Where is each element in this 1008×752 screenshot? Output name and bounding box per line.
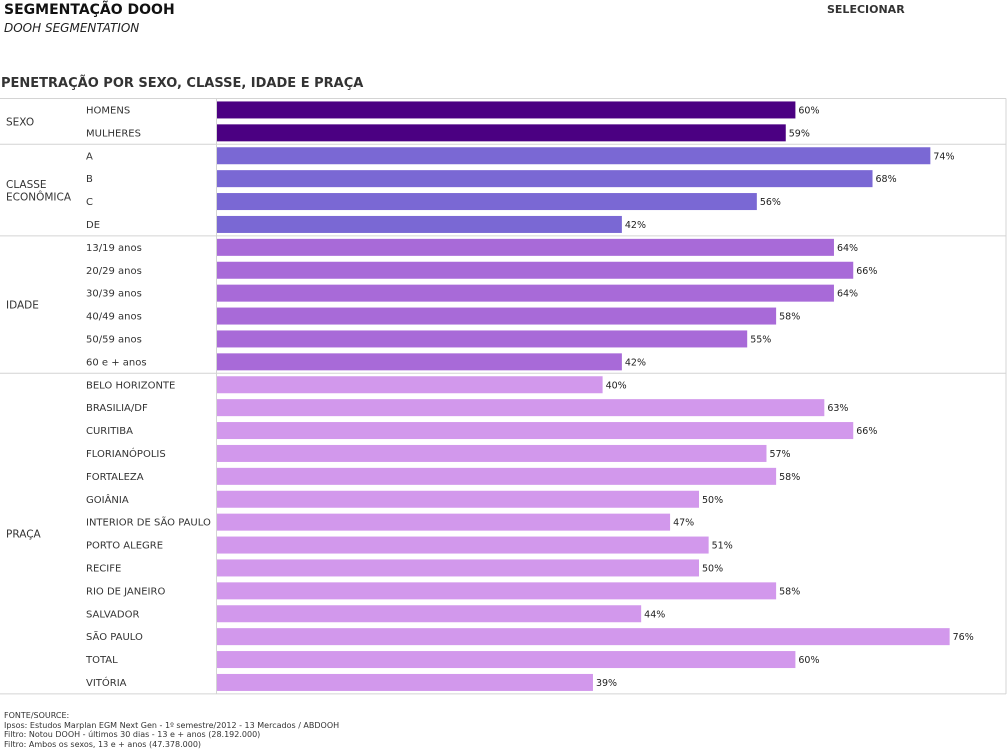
data-label: 68% [876, 174, 897, 185]
data-label: 76% [953, 632, 974, 643]
bar [217, 261, 854, 279]
data-label: 60% [798, 655, 819, 666]
category-label: PORTO ALEGRE [86, 541, 163, 552]
bar [217, 284, 834, 302]
bar [217, 444, 767, 462]
data-label: 39% [596, 678, 617, 689]
footer-line: FONTE/SOURCE: [4, 711, 70, 720]
data-label: 42% [625, 220, 646, 231]
data-label: 44% [644, 609, 665, 620]
group-label: PRAÇA [6, 529, 42, 541]
bar [217, 330, 748, 348]
group-label: IDADE [6, 300, 39, 312]
data-label: 55% [750, 334, 771, 345]
category-label: 50/59 anos [86, 334, 142, 345]
data-label: 58% [779, 312, 800, 323]
category-label: BRASILIA/DF [86, 403, 148, 414]
data-label: 74% [933, 151, 954, 162]
bar [217, 673, 593, 691]
data-label: 56% [760, 197, 781, 208]
bar [217, 513, 671, 531]
data-label: 64% [837, 243, 858, 254]
category-label: 60 e + anos [86, 357, 147, 368]
data-label: 40% [606, 380, 627, 391]
data-label: 66% [856, 426, 877, 437]
data-label: 51% [712, 541, 733, 552]
category-label: INTERIOR DE SÃO PAULO [86, 516, 211, 529]
bar [217, 605, 642, 623]
category-label: A [86, 151, 93, 162]
footer-source: FONTE/SOURCE: Ipsos: Estudos Marplan EGM… [4, 711, 339, 749]
data-label: 60% [798, 105, 819, 116]
chart-section-title: PENETRAÇÃO POR SEXO, CLASSE, IDADE E PRA… [1, 76, 364, 91]
bar [217, 651, 796, 669]
category-label: C [86, 197, 93, 208]
data-label: 42% [625, 357, 646, 368]
data-label: 50% [702, 563, 723, 574]
category-label: TOTAL [85, 655, 118, 666]
data-label: 58% [779, 586, 800, 597]
category-label: GOIÂNIA [86, 493, 129, 506]
category-label: CURITIBA [86, 426, 133, 437]
bar [217, 376, 603, 394]
category-label: 30/39 anos [86, 289, 142, 300]
bar [217, 467, 777, 485]
page-title: SEGMENTAÇÃO DOOH [4, 2, 175, 18]
group-label: ECONÔMICA [6, 190, 72, 203]
bar [217, 238, 834, 256]
bar [217, 215, 622, 233]
data-label: 59% [789, 128, 810, 139]
bar [217, 170, 873, 188]
bar [217, 536, 709, 554]
group-label: SEXO [6, 116, 34, 128]
footer-line: Filtro: Notou DOOH - últimos 30 dias - 1… [4, 730, 261, 740]
data-label: 58% [779, 472, 800, 483]
category-label: HOMENS [86, 105, 130, 116]
category-label: RIO DE JANEIRO [86, 586, 165, 597]
bar [217, 399, 825, 417]
page-subtitle: DOOH SEGMENTATION [4, 21, 140, 35]
data-label: 64% [837, 289, 858, 300]
category-label: BELO HORIZONTE [86, 380, 175, 391]
bar [217, 490, 699, 508]
category-label: B [86, 174, 93, 185]
category-label: FORTALEZA [86, 472, 144, 483]
data-label: 47% [673, 518, 694, 529]
category-label: SALVADOR [86, 609, 139, 620]
category-label: RECIFE [86, 563, 121, 574]
bar [217, 353, 622, 371]
category-label: DE [86, 220, 100, 231]
category-label: MULHERES [86, 128, 141, 139]
footer-line: Filtro: Ambos os sexos, 13 e + anos (47.… [4, 739, 202, 749]
select-button[interactable]: SELECIONAR [827, 3, 905, 16]
bar [217, 559, 699, 577]
footer-line: Ipsos: Estudos Marplan EGM Next Gen - 1º… [4, 720, 340, 730]
data-label: 57% [769, 449, 790, 460]
bar [217, 124, 786, 142]
category-label: VITÓRIA [86, 676, 127, 689]
category-label: 20/29 anos [86, 266, 142, 277]
bar [217, 422, 854, 440]
bar [217, 147, 931, 165]
category-label: SÃO PAULO [86, 630, 143, 643]
data-label: 66% [856, 266, 877, 277]
bar [217, 628, 950, 646]
bar [217, 307, 777, 325]
bar [217, 193, 757, 211]
bar [217, 582, 777, 600]
bar [217, 101, 796, 119]
category-label: 13/19 anos [86, 243, 142, 254]
category-label: 40/49 anos [86, 312, 142, 323]
category-label: FLORIANÓPOLIS [86, 447, 166, 460]
group-label: CLASSE [6, 179, 47, 191]
data-label: 50% [702, 495, 723, 506]
data-label: 63% [827, 403, 848, 414]
